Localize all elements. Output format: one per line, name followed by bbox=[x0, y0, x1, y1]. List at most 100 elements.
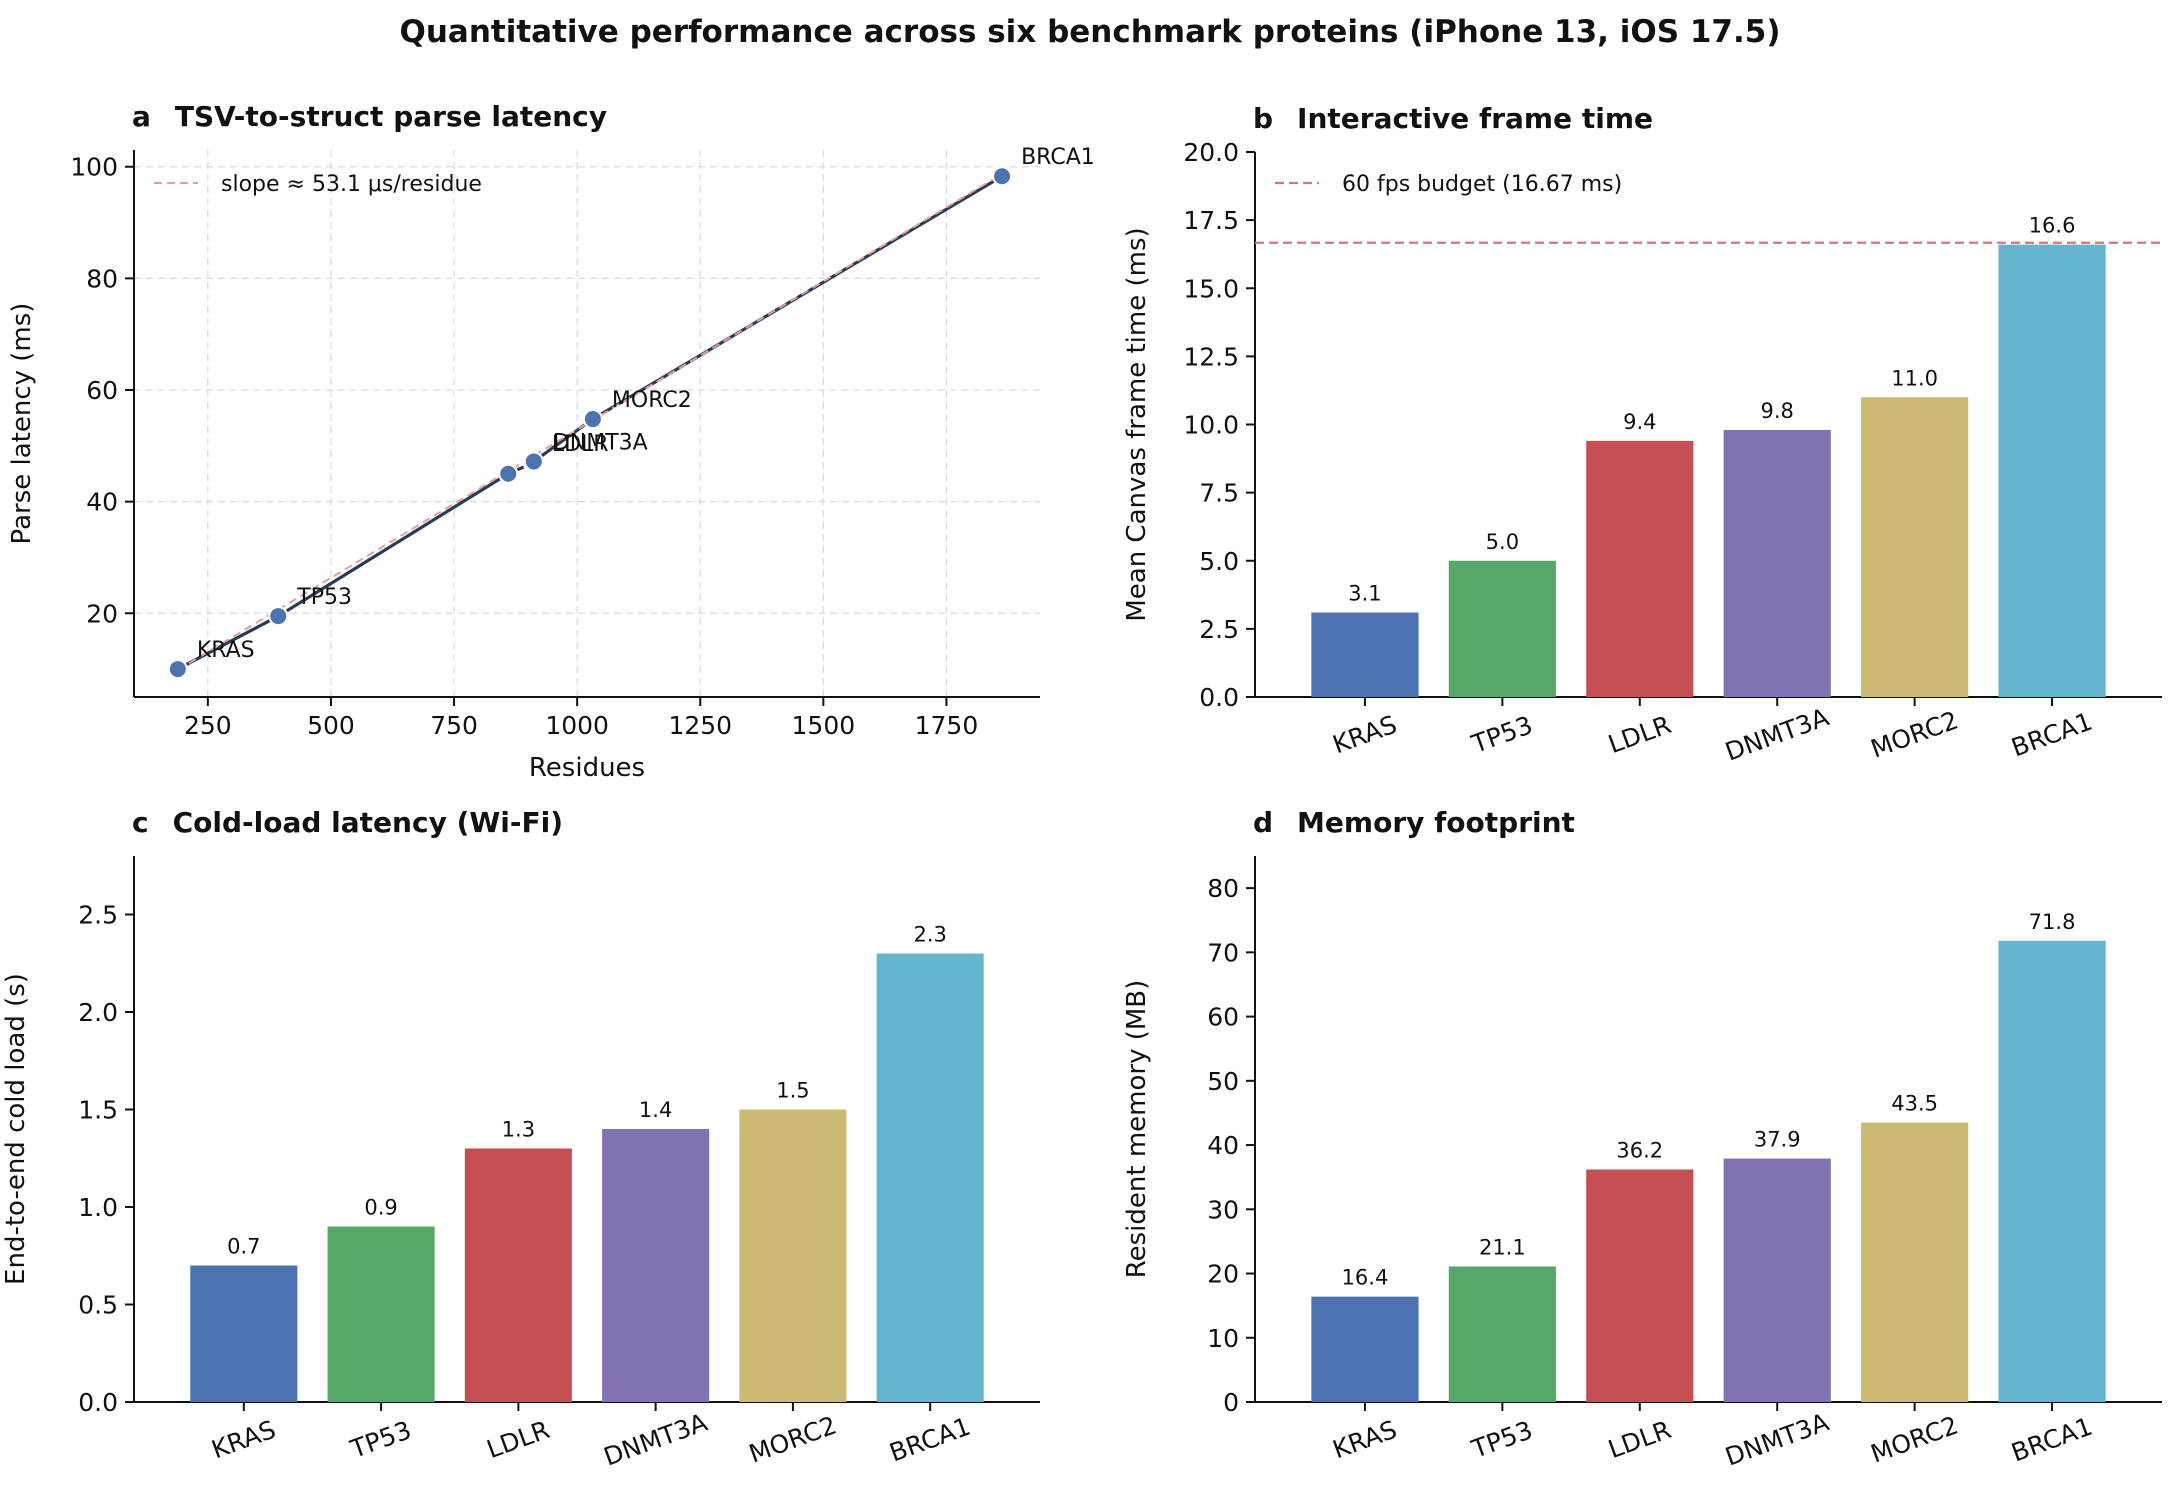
bar-value-label-morc2: 43.5 bbox=[1891, 1092, 1938, 1116]
x-tick-label-tp53: TP53 bbox=[1467, 1415, 1536, 1464]
bar-value-label-morc2: 1.5 bbox=[776, 1079, 809, 1103]
point-label-dnmt3a: DNMT3A bbox=[553, 430, 648, 455]
panel-b-title: b Interactive frame time bbox=[1253, 102, 1653, 135]
y-tick-label: 60 bbox=[1207, 1003, 1239, 1032]
x-tick-label-morc2: MORC2 bbox=[745, 1410, 840, 1468]
x-tick-label-morc2: MORC2 bbox=[1867, 705, 1962, 763]
y-tick-label: 12.5 bbox=[1183, 342, 1239, 371]
x-tick-label-brca1: BRCA1 bbox=[2008, 707, 2097, 763]
x-tick-label: 500 bbox=[307, 711, 355, 740]
figure-title: Quantitative performance across six benc… bbox=[399, 14, 1781, 50]
x-tick-label: 750 bbox=[430, 711, 478, 740]
bar-value-label-dnmt3a: 37.9 bbox=[1754, 1128, 1801, 1152]
y-tick-label: 20 bbox=[1207, 1260, 1239, 1289]
bar-value-label-morc2: 11.0 bbox=[1891, 366, 1938, 390]
x-tick-label-ldlr: LDLR bbox=[1604, 710, 1675, 759]
panel-b-letter: b bbox=[1253, 102, 1273, 135]
x-tick-label-ldlr: LDLR bbox=[1604, 1415, 1675, 1464]
bar-morc2 bbox=[1861, 397, 1969, 697]
y-tick-label: 10 bbox=[1207, 1324, 1239, 1353]
panel-d: 0 10 20 30 40 50 60 70 80 16.4 KRAS 21.1 TP53 36.2 LDL… bbox=[1122, 856, 2162, 1472]
panel-a-title: a TSV-to-struct parse latency bbox=[132, 100, 607, 133]
y-tick-label: 80 bbox=[1207, 874, 1239, 903]
y-tick-label: 20.0 bbox=[1183, 138, 1239, 167]
panel-b: 0.0 2.5 5.0 7.5 10.0 12.5 15.0 17.5 20.0 3.1 KRAS 5… bbox=[1122, 138, 2162, 767]
bar-value-label-kras: 0.7 bbox=[227, 1235, 260, 1259]
y-tick-label: 15.0 bbox=[1183, 274, 1239, 303]
bar-dnmt3a bbox=[1723, 1158, 1831, 1402]
y-tick-label: 80 bbox=[86, 264, 118, 293]
y-tick-label: 0.0 bbox=[78, 1388, 118, 1417]
bar-value-label-tp53: 5.0 bbox=[1486, 530, 1519, 554]
y-tick-label: 20 bbox=[86, 599, 118, 628]
x-tick-label: 1500 bbox=[792, 711, 856, 740]
x-tick-label: 1250 bbox=[668, 711, 732, 740]
y-tick-label: 10.0 bbox=[1183, 411, 1239, 440]
bar-value-label-tp53: 0.9 bbox=[364, 1196, 397, 1220]
y-tick-label: 2.5 bbox=[78, 901, 118, 930]
y-tick-label: 0.5 bbox=[78, 1291, 118, 1320]
bar-value-label-dnmt3a: 1.4 bbox=[639, 1098, 672, 1122]
bar-value-label-ldlr: 1.3 bbox=[502, 1118, 535, 1142]
bar-ldlr bbox=[1586, 440, 1694, 697]
bar-value-label-dnmt3a: 9.8 bbox=[1761, 399, 1794, 423]
x-tick-label-tp53: TP53 bbox=[1467, 710, 1536, 759]
point-label-tp53: TP53 bbox=[296, 585, 352, 610]
bar-kras bbox=[1311, 612, 1419, 697]
y-tick-label: 1.0 bbox=[78, 1193, 118, 1222]
point-label-brca1: BRCA1 bbox=[1021, 145, 1095, 170]
panel-d-title-text: Memory footprint bbox=[1297, 806, 1575, 839]
x-tick-label-kras: KRAS bbox=[208, 1415, 280, 1465]
bar-value-label-tp53: 21.1 bbox=[1479, 1235, 1526, 1259]
y-tick-label: 5.0 bbox=[1199, 547, 1239, 576]
bar-value-label-kras: 3.1 bbox=[1348, 582, 1381, 606]
y-tick-label: 50 bbox=[1207, 1067, 1239, 1096]
y-tick-label: 7.5 bbox=[1199, 479, 1239, 508]
y-tick-label: 2.0 bbox=[78, 998, 118, 1027]
bar-morc2 bbox=[1861, 1122, 1969, 1402]
panel-d-y-axis-label: Resident memory (MB) bbox=[1122, 980, 1152, 1279]
x-tick-label-kras: KRAS bbox=[1329, 710, 1401, 760]
y-tick-label: 100 bbox=[70, 153, 118, 182]
bar-kras bbox=[1311, 1296, 1419, 1402]
panel-b-y-axis-label: Mean Canvas frame time (ms) bbox=[1122, 227, 1152, 621]
panel-a-x-axis-label: Residues bbox=[529, 753, 645, 783]
bar-brca1 bbox=[1998, 940, 2106, 1402]
x-tick-label-morc2: MORC2 bbox=[1867, 1410, 1962, 1468]
x-tick-label-dnmt3a: DNMT3A bbox=[1721, 1407, 1832, 1471]
legend-fit-label: slope ≈ 53.1 μs/residue bbox=[221, 172, 482, 197]
bar-dnmt3a bbox=[1723, 429, 1831, 697]
bar-tp53 bbox=[1448, 560, 1556, 697]
panel-a-y-axis-label: Parse latency (ms) bbox=[7, 303, 37, 545]
x-tick-label-tp53: TP53 bbox=[346, 1415, 415, 1464]
y-tick-label: 60 bbox=[86, 376, 118, 405]
y-tick-label: 1.5 bbox=[78, 1096, 118, 1125]
bar-value-label-ldlr: 36.2 bbox=[1616, 1138, 1663, 1162]
x-tick-label-dnmt3a: DNMT3A bbox=[1721, 702, 1832, 766]
bar-ldlr bbox=[464, 1148, 572, 1402]
y-tick-label: 2.5 bbox=[1199, 615, 1239, 644]
point-label-ldlr: LDLR bbox=[552, 432, 609, 457]
x-tick-label: 1750 bbox=[915, 711, 979, 740]
panel-d-title: d Memory footprint bbox=[1253, 806, 1575, 839]
x-tick-label: 250 bbox=[184, 711, 232, 740]
x-tick-label-ldlr: LDLR bbox=[483, 1415, 554, 1464]
y-tick-label: 70 bbox=[1207, 938, 1239, 967]
bar-ldlr bbox=[1586, 1169, 1694, 1402]
bar-value-label-brca1: 2.3 bbox=[913, 923, 946, 947]
point-label-morc2: MORC2 bbox=[612, 388, 692, 413]
point-kras bbox=[167, 659, 188, 680]
panel-b-title-text: Interactive frame time bbox=[1297, 102, 1653, 135]
panel-a-letter: a bbox=[132, 100, 151, 133]
bar-value-label-ldlr: 9.4 bbox=[1623, 410, 1656, 434]
y-tick-label: 0.0 bbox=[1199, 683, 1239, 712]
bar-value-label-brca1: 16.6 bbox=[2029, 214, 2076, 238]
bar-brca1 bbox=[876, 953, 984, 1402]
y-tick-label: 17.5 bbox=[1183, 206, 1239, 235]
y-tick-label: 40 bbox=[86, 488, 118, 517]
panel-d-letter: d bbox=[1253, 806, 1273, 839]
bar-tp53 bbox=[1448, 1266, 1556, 1402]
bar-value-label-kras: 16.4 bbox=[1342, 1266, 1389, 1290]
